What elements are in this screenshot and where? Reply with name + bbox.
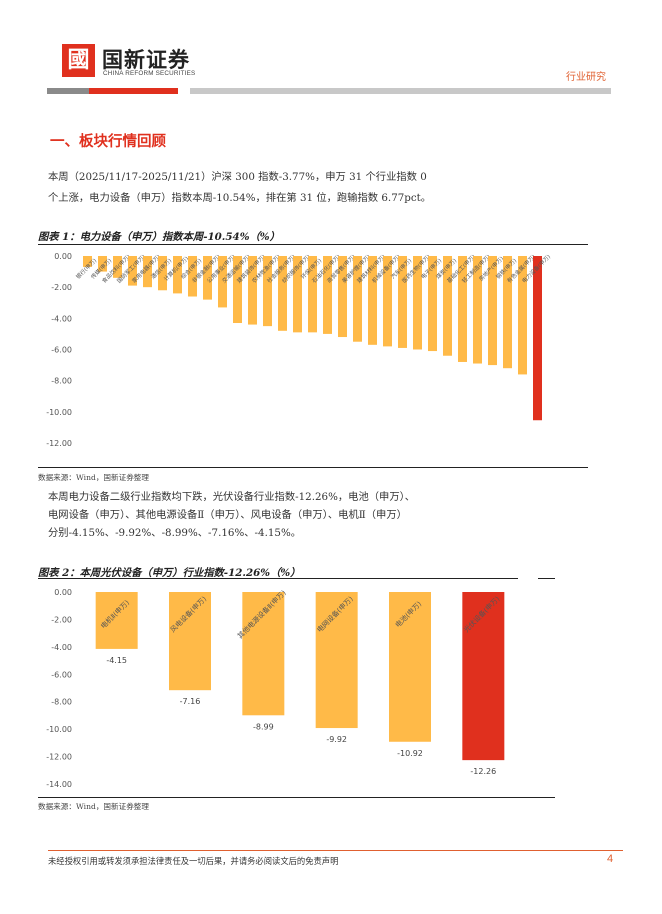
bar — [383, 256, 392, 347]
bar — [233, 256, 242, 324]
bar — [488, 256, 497, 366]
y-tick-label: -12.00 — [46, 439, 72, 448]
y-tick-label: -6.00 — [51, 670, 72, 679]
y-tick-label: -2.00 — [51, 615, 72, 624]
y-tick-label: -8.00 — [51, 698, 72, 707]
y-tick-label: -10.00 — [46, 725, 72, 734]
figure-1-source: 数据来源：Wind，国新证券整理 — [38, 473, 149, 482]
paragraph-2-line-1: 本周电力设备二级行业指数均下跌，光伏设备行业指数-12.26%，电池（申万）、 — [48, 491, 416, 503]
header-divider-gray — [47, 88, 89, 94]
bar — [83, 256, 92, 267]
bar — [389, 592, 431, 742]
bar — [242, 592, 285, 716]
bar — [113, 256, 122, 278]
bar — [323, 256, 332, 334]
y-tick-label: -2.00 — [51, 283, 72, 292]
bar — [128, 256, 137, 286]
data-label: -8.99 — [253, 722, 274, 731]
bar — [368, 256, 377, 345]
company-name-en: CHINA REFORM SECURITIES — [103, 70, 196, 77]
bar — [188, 256, 197, 297]
bar — [278, 256, 287, 331]
figure-1-chart: 0.00-2.00-4.00-6.00-8.00-10.00-12.00银行(申… — [46, 252, 552, 448]
y-tick-label: -10.00 — [46, 408, 72, 417]
bar — [169, 592, 211, 691]
figure-1-title: 图表 1：电力设备（申万）指数本周-10.54%（%） — [38, 231, 280, 243]
bar — [203, 256, 212, 300]
data-label: -7.16 — [180, 697, 201, 706]
figure-2-top-rule-tail — [538, 578, 555, 579]
bar — [518, 256, 527, 375]
header-divider-red — [89, 88, 178, 94]
y-tick-label: -4.00 — [51, 314, 72, 323]
figure-2-chart: 0.00 -2.00 -4.00 -6.00 -8.00 -10.00 -12.00 -14.… — [46, 588, 505, 789]
figure-1-top-rule — [38, 244, 588, 245]
bar — [308, 256, 317, 333]
bar — [293, 256, 302, 333]
bar — [263, 256, 272, 327]
paragraph-1-line-1: 本周（2025/11/17-2025/11/21）沪深 300 指数-3.77%… — [48, 171, 427, 183]
bar — [158, 256, 167, 291]
bar — [458, 256, 467, 362]
bar — [503, 256, 512, 369]
footer-rule — [48, 850, 623, 851]
bar — [218, 256, 227, 308]
data-label: -9.92 — [326, 735, 347, 744]
bar — [98, 256, 107, 272]
y-tick-label: -4.00 — [51, 643, 72, 652]
data-label: -10.92 — [397, 749, 423, 758]
bar — [338, 256, 347, 338]
figure-1-bottom-rule — [38, 467, 588, 468]
page-number: 4 — [607, 853, 614, 865]
figure-2-title: 图表 2：本周光伏设备（申万）行业指数-12.26%（%） — [38, 567, 301, 579]
y-tick-label: -6.00 — [51, 346, 72, 355]
figure-2-top-rule — [38, 578, 518, 579]
bar — [248, 256, 257, 325]
figure-2-source: 数据来源：Wind，国新证券整理 — [38, 802, 149, 811]
company-name-cn: 国新证券 — [102, 47, 190, 72]
y-tick-label: -14.00 — [46, 780, 72, 789]
section-title: 一、板块行情回顾 — [50, 133, 166, 150]
document-type: 行业研究 — [566, 72, 606, 83]
bar — [462, 592, 505, 761]
y-tick-label: -12.00 — [46, 753, 72, 762]
footer-disclaimer: 未经授权引用或转发须承担法律责任及一切后果，并请务必阅读文后的免责声明 — [48, 856, 339, 866]
data-label: -12.26 — [470, 767, 496, 776]
paragraph-2-line-3: 分别-4.15%、-9.92%、-8.99%、-7.16%、-4.15%。 — [48, 527, 302, 539]
bar — [315, 592, 358, 729]
bar — [143, 256, 152, 288]
bar — [428, 256, 437, 352]
bar — [473, 256, 482, 364]
bar — [173, 256, 182, 294]
figure-2-bottom-rule — [38, 797, 555, 798]
y-tick-label: 0.00 — [54, 252, 72, 261]
company-logo-mark: 國 — [62, 44, 95, 77]
paragraph-2-line-2: 电网设备（申万）、其他电源设备Ⅱ（申万）、风电设备（申万）、电机Ⅱ（申万） — [48, 509, 407, 521]
data-label: -4.15 — [106, 656, 127, 665]
bar — [353, 256, 362, 342]
paragraph-1-line-2: 个上涨，电力设备（申万）指数本周-10.54%，排在第 31 位，跑输指数 6.… — [48, 192, 432, 204]
bar — [443, 256, 452, 356]
bar — [398, 256, 407, 348]
bar — [533, 256, 542, 421]
bar — [95, 592, 138, 649]
y-tick-label: 0.00 — [54, 588, 72, 597]
bar — [413, 256, 422, 350]
y-tick-label: -8.00 — [51, 377, 72, 386]
header-divider-light — [190, 88, 611, 94]
